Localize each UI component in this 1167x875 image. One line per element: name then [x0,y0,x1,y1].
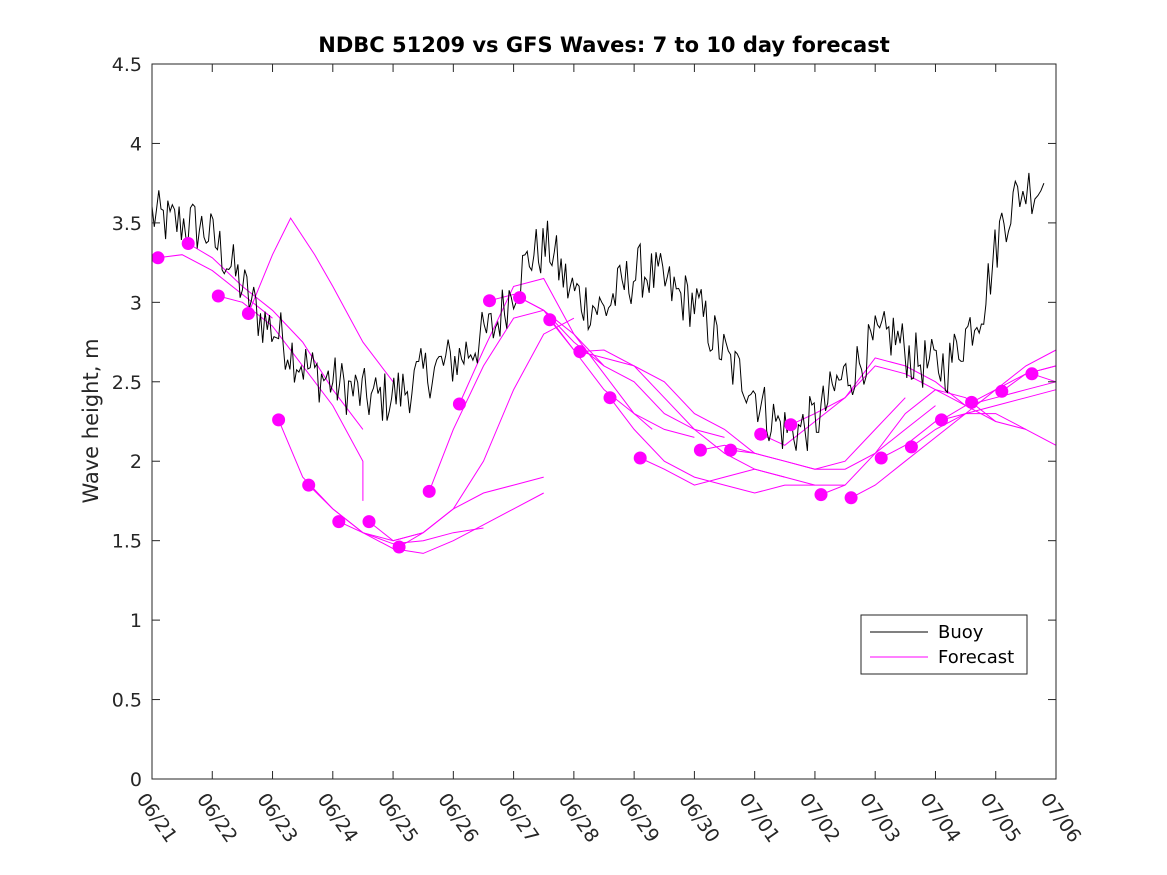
forecast-start-marker [211,289,225,303]
forecast-line [941,381,1057,421]
buoy-line [151,172,1045,451]
forecast-line [187,243,364,430]
y-axis-ticks: 0 0.5 1 1.5 2 2.5 3 3.5 4 4.5 [112,54,1056,791]
y-tick-label: 4 [130,133,142,155]
y-tick-label: 0.5 [112,690,142,712]
forecast-start-marker [603,391,617,405]
forecast-start-marker [573,345,587,359]
forecast-start-marker [332,515,346,529]
forecast-start-marker [1025,367,1039,381]
legend: Buoy Forecast [860,614,1028,675]
forecast-start-marker [754,427,768,441]
legend-forecast-label: Forecast [938,647,1014,668]
forecast-start-marker [151,251,165,265]
y-tick-label: 1 [130,610,142,632]
forecast-start-marker [633,451,647,465]
legend-buoy-label: Buoy [938,622,984,643]
forecast-start-marker [844,491,858,505]
forecast-line [338,492,544,554]
forecast-start-marker [452,397,466,411]
y-tick-label: 1.5 [112,531,142,553]
y-axis-label: Wave height, m [79,338,103,503]
forecast-start-marker [995,384,1009,398]
forecast-line [850,349,1057,499]
forecast-line [218,295,364,501]
forecast-line [398,317,575,548]
y-tick-label: 4.5 [112,54,142,76]
forecast-line [458,277,653,430]
forecast-start-marker [874,451,888,465]
forecast-start-marker [543,313,557,327]
forecast-start-marker [272,413,286,427]
forecast-line [730,405,936,470]
y-tick-label: 0 [130,769,142,791]
y-tick-label: 3 [130,292,142,314]
forecast-line [790,365,996,426]
forecast-start-marker [935,413,948,427]
forecast-start-marker [814,488,828,502]
legend-box [860,614,1028,675]
forecast-start-marker [181,237,195,250]
chart-marks [151,172,1057,554]
chart-title: NDBC 51209 vs GFS Waves: 7 to 10 day for… [318,33,889,57]
y-tick-label: 3.5 [112,213,142,235]
forecast-line [760,357,966,446]
forecast-line [639,457,846,486]
forecast-start-marker [904,440,918,454]
forecast-line [157,254,273,319]
forecast-start-marker [392,540,406,554]
forecast-start-marker [241,307,255,320]
forecast-start-marker [422,484,436,498]
forecast-start-marker [693,443,707,457]
y-tick-label: 2.5 [112,372,142,394]
forecast-start-marker [362,515,376,529]
axes-box [151,63,1057,780]
forecast-start-marker [302,478,316,492]
forecast-line [247,217,394,383]
y-tick-label: 2 [130,451,142,473]
forecast-line [308,484,484,545]
forecast-start-marker [724,443,738,457]
forecast-start-marker [483,294,496,308]
forecast-start-marker [513,291,527,305]
forecast-line [911,389,1057,448]
forecast-line [579,349,785,478]
forecast-start-marker [965,395,979,409]
forecast-start-marker [784,418,798,432]
forecast-line [820,389,1027,496]
